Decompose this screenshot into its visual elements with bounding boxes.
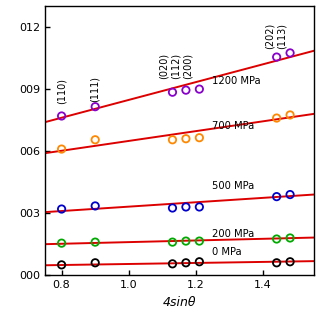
Text: (020): (020) — [158, 53, 168, 79]
Text: 500 MPa: 500 MPa — [212, 181, 254, 191]
Point — [93, 104, 98, 109]
Point — [93, 137, 98, 142]
Point — [170, 205, 175, 211]
Point — [287, 259, 292, 264]
Point — [183, 136, 188, 141]
Text: (200): (200) — [183, 53, 193, 79]
Text: 700 MPa: 700 MPa — [212, 121, 254, 131]
Point — [170, 261, 175, 266]
Point — [197, 86, 202, 92]
Point — [170, 90, 175, 95]
Point — [59, 113, 64, 118]
Point — [170, 137, 175, 142]
Point — [274, 260, 279, 265]
Point — [287, 192, 292, 197]
Point — [287, 50, 292, 55]
Point — [93, 240, 98, 245]
Point — [59, 147, 64, 152]
Point — [59, 241, 64, 246]
Text: (111): (111) — [90, 76, 100, 101]
Text: 200 MPa: 200 MPa — [212, 229, 254, 239]
Point — [197, 135, 202, 140]
Point — [59, 206, 64, 212]
Point — [183, 88, 188, 93]
Point — [170, 240, 175, 245]
X-axis label: 4sinθ: 4sinθ — [163, 296, 196, 308]
Point — [197, 238, 202, 244]
Point — [197, 259, 202, 264]
Point — [183, 204, 188, 210]
Point — [287, 236, 292, 241]
Point — [274, 54, 279, 60]
Text: 0 MPa: 0 MPa — [212, 247, 242, 258]
Point — [183, 260, 188, 265]
Point — [183, 238, 188, 244]
Text: (110): (110) — [57, 77, 67, 104]
Point — [59, 262, 64, 268]
Text: 1200 MPa: 1200 MPa — [212, 76, 261, 86]
Text: (113): (113) — [277, 23, 287, 49]
Point — [274, 116, 279, 121]
Point — [287, 112, 292, 117]
Point — [274, 236, 279, 242]
Point — [93, 204, 98, 209]
Text: (112): (112) — [171, 53, 181, 79]
Text: (202): (202) — [264, 22, 274, 49]
Point — [197, 204, 202, 210]
Point — [93, 260, 98, 265]
Point — [274, 194, 279, 199]
